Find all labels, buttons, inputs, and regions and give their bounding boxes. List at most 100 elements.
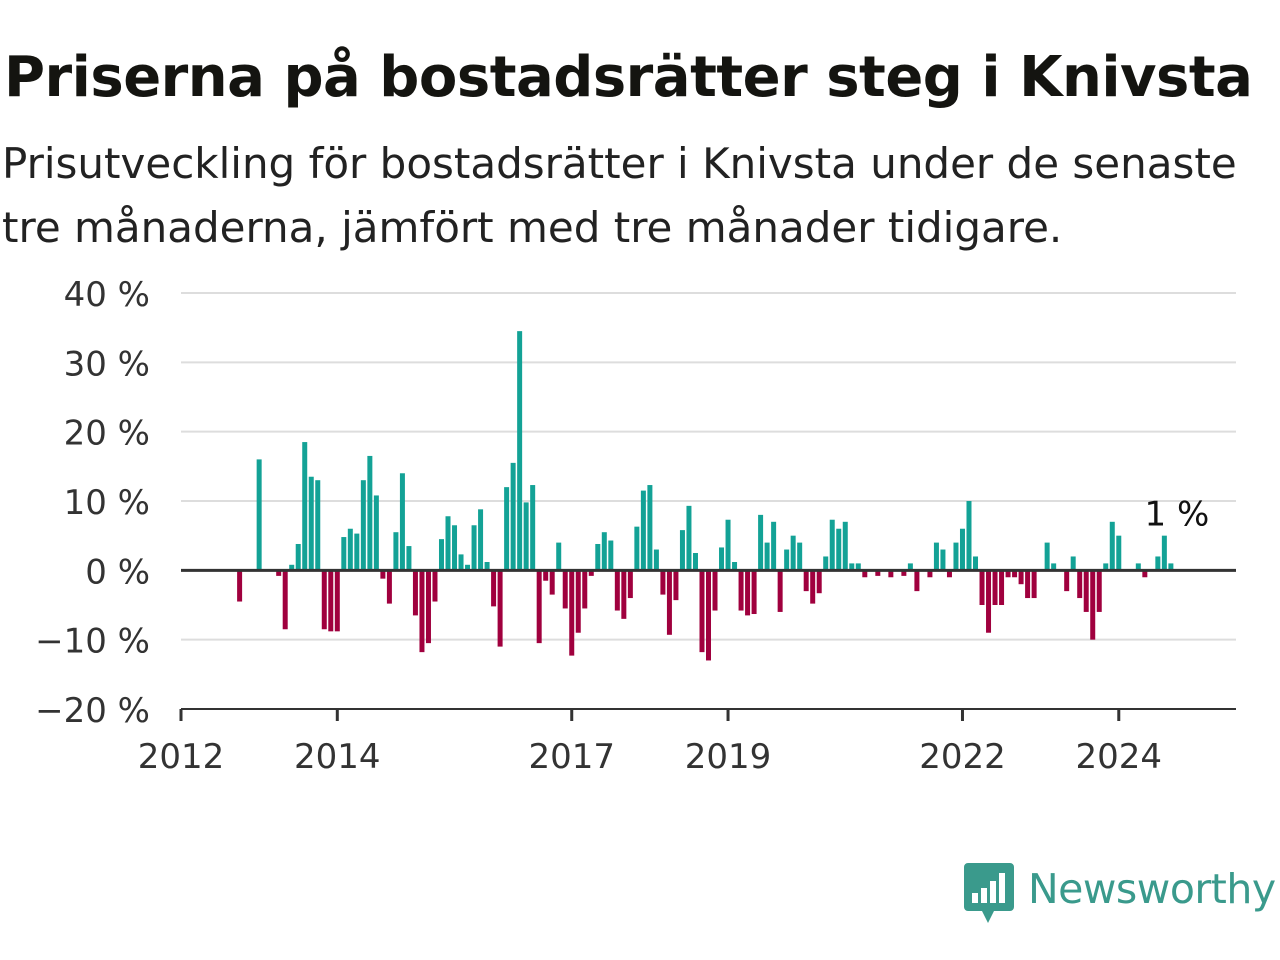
bar xyxy=(1109,521,1115,571)
x-axis-tick-labels: 2012 2014 2017 2019 2022 2024 xyxy=(138,737,1162,777)
bar xyxy=(328,570,334,632)
bar xyxy=(875,570,881,576)
bar xyxy=(1103,563,1109,571)
bar xyxy=(569,570,575,656)
bar xyxy=(237,570,243,602)
bar xyxy=(940,549,946,571)
y-axis-tick-labels: 40 % 30 % 20 % 10 % 0 % −10 % −20 % xyxy=(35,275,150,731)
bar xyxy=(810,570,816,604)
bar xyxy=(1070,556,1076,571)
bar xyxy=(621,570,627,619)
brand-name: Newsworthy xyxy=(1028,865,1276,913)
x-tick-label: 2014 xyxy=(294,737,381,777)
bar xyxy=(699,570,705,653)
bar xyxy=(582,570,588,609)
bar xyxy=(386,570,392,604)
bar xyxy=(367,455,373,571)
bar xyxy=(653,549,659,571)
bar xyxy=(953,542,959,571)
chart-plot: 40 %30 %20 %10 %0 %−10 %−20 % 2012 2014 20… xyxy=(35,275,1236,777)
bar xyxy=(347,528,353,571)
bar xyxy=(549,570,555,595)
chart-title: Priserna på bostadsrätter steg i Knivsta xyxy=(4,45,1253,110)
bar xyxy=(491,570,497,607)
bar xyxy=(640,490,646,571)
bar xyxy=(393,532,399,571)
bar xyxy=(543,570,549,581)
brand: Newsworthy xyxy=(964,862,1276,926)
bar xyxy=(289,564,295,571)
x-tick-label: 2024 xyxy=(1076,737,1163,777)
bar xyxy=(849,563,855,571)
bar xyxy=(706,570,711,661)
bar xyxy=(478,509,484,571)
bar xyxy=(1005,570,1011,578)
bar xyxy=(1044,542,1050,571)
bar xyxy=(771,521,777,571)
bar xyxy=(732,562,738,571)
bar xyxy=(712,570,718,611)
bar xyxy=(907,563,913,571)
bar xyxy=(465,564,471,571)
bar xyxy=(419,570,425,653)
bar xyxy=(1083,570,1089,612)
bar xyxy=(803,570,809,592)
bar xyxy=(823,556,829,571)
bar xyxy=(1168,563,1174,571)
bar xyxy=(1155,556,1161,571)
bar xyxy=(738,570,744,611)
bar xyxy=(829,519,835,571)
bar xyxy=(1031,570,1037,599)
bar xyxy=(471,525,477,571)
bar-chart-speech-bubble-icon xyxy=(964,863,1014,923)
bar xyxy=(354,533,360,571)
bar xyxy=(1096,570,1102,612)
bar xyxy=(510,462,516,571)
bar xyxy=(966,501,972,571)
bar xyxy=(536,570,542,644)
annotations: 1 % xyxy=(1145,494,1210,534)
y-tick-label: −20 % xyxy=(35,691,150,731)
bar xyxy=(282,570,288,630)
bar xyxy=(666,570,672,635)
bars xyxy=(237,331,1174,661)
bar xyxy=(276,570,282,576)
bar xyxy=(458,554,464,571)
bar xyxy=(256,459,262,571)
bar xyxy=(588,570,594,576)
bar xyxy=(1116,535,1122,571)
bar xyxy=(360,480,366,571)
bar xyxy=(673,570,679,601)
bar xyxy=(836,528,842,571)
bar xyxy=(855,563,861,571)
bar xyxy=(575,570,581,633)
bar xyxy=(497,570,503,647)
bar xyxy=(692,553,698,571)
bar xyxy=(764,542,770,571)
bar xyxy=(601,532,607,571)
bar xyxy=(523,502,529,571)
bar xyxy=(686,505,692,571)
chart-subtitle: Prisutveckling för bostadsrätter i Knivs… xyxy=(2,139,1237,252)
bar xyxy=(608,540,614,571)
bar xyxy=(758,514,764,571)
bar xyxy=(406,546,412,571)
bar xyxy=(647,485,653,571)
bar xyxy=(927,570,933,578)
bar xyxy=(1018,570,1024,585)
y-tick-label: 0 % xyxy=(85,552,150,592)
bar xyxy=(797,542,803,571)
bar xyxy=(595,543,601,571)
bar xyxy=(556,542,562,571)
bar xyxy=(302,442,308,571)
y-tick-label: −10 % xyxy=(35,622,150,662)
bar xyxy=(790,535,796,571)
bar xyxy=(425,570,431,644)
bar xyxy=(751,570,757,615)
bar xyxy=(784,549,790,571)
bar xyxy=(719,547,725,571)
bar xyxy=(517,331,523,571)
bar xyxy=(530,485,536,571)
bar xyxy=(973,556,979,571)
bar xyxy=(341,537,347,571)
